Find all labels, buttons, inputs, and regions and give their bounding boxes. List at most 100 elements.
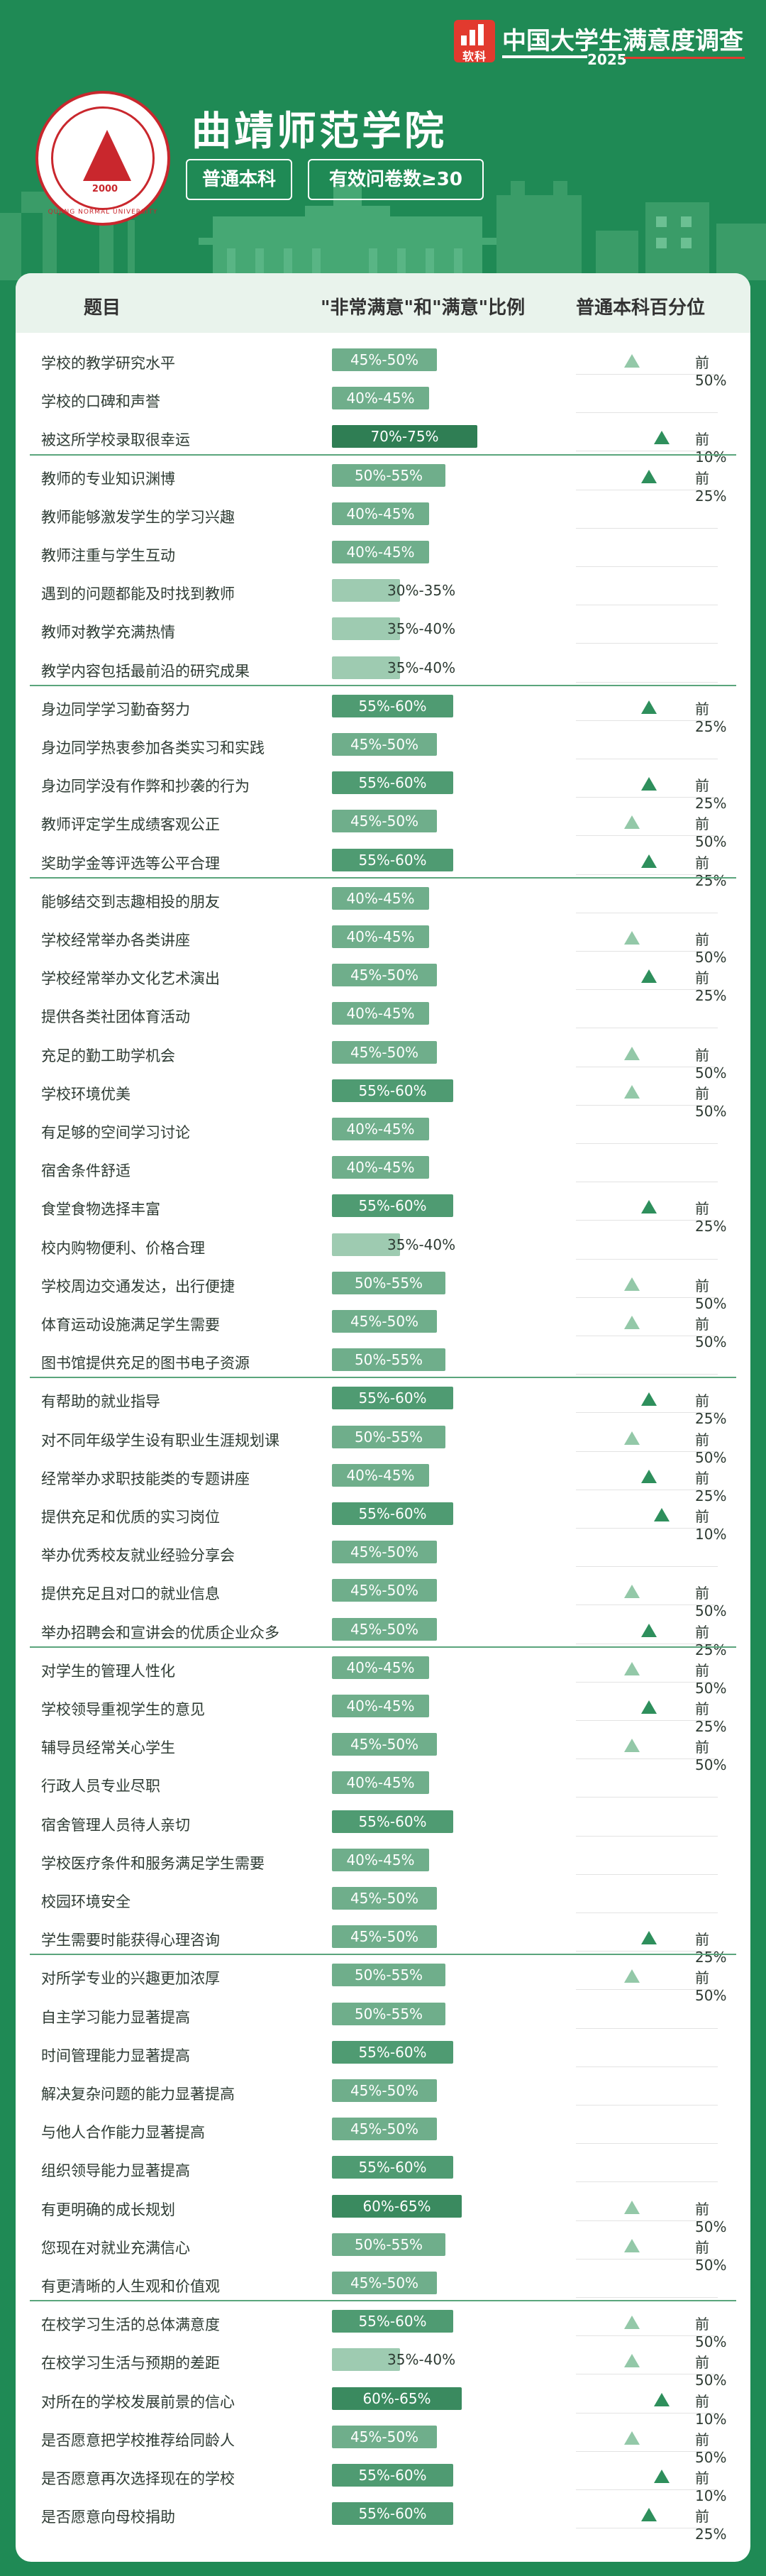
ratio-bar: 40%-45% — [332, 1156, 429, 1179]
ratio-bar: 55%-60% — [332, 2156, 453, 2179]
table-row: 对所学专业的兴趣更加浓厚 50%-55% 前50% — [16, 1956, 750, 2004]
question-text: 学校经常举办文化艺术演出 — [41, 970, 220, 988]
survey-title: 中国大学生满意度调查 — [502, 27, 743, 55]
ratio-bar: 55%-60% — [332, 2464, 453, 2487]
percentile-label: 前50% — [695, 1084, 727, 1120]
ratio-bar: 50%-55% — [332, 1348, 445, 1372]
question-text: 有更明确的成长规划 — [41, 2201, 175, 2218]
table-row: 教师能够激发学生的学习兴趣 40%-45% — [16, 495, 750, 534]
emblem-mountain-icon — [83, 130, 131, 181]
percentile-track — [576, 2027, 718, 2029]
percentile-cell — [576, 1996, 725, 2034]
percentile-cell: 前10% — [576, 418, 726, 466]
table-row: 对不同年级学生设有职业生涯规划课 50%-55% 前50% — [16, 1419, 750, 1466]
table-row: 提供各类社团体育活动 40%-45% — [16, 995, 750, 1033]
question-text: 校园环境安全 — [41, 1893, 131, 1910]
table-row: 对所在的学校发展前景的信心 60%-65% 前10% — [16, 2380, 750, 2428]
table-row: 时间管理能力显著提高 55%-60% — [16, 2034, 750, 2072]
percentile-cell — [576, 1534, 725, 1572]
question-text: 宿舍条件舒适 — [41, 1162, 131, 1180]
ratio-bar: 45%-50% — [332, 348, 437, 371]
title-rule — [502, 55, 587, 58]
ratio-bar: 40%-45% — [332, 387, 429, 410]
question-text: 是否愿意再次选择现在的学校 — [41, 2470, 235, 2487]
percentile-cell: 前50% — [576, 341, 726, 389]
percentile-track — [576, 1143, 718, 1144]
percentile-cell: 前25% — [576, 1688, 726, 1735]
percentile-cell — [576, 572, 725, 610]
ratio-bar: 45%-50% — [332, 733, 437, 756]
percentile-track — [576, 1758, 718, 1760]
table-row: 教师注重与学生互动 40%-45% — [16, 534, 750, 572]
question-text: 学生需要时能获得心理咨询 — [41, 1932, 220, 1949]
ratio-bar: 45%-50% — [332, 964, 437, 987]
question-text: 经常举办求职技能类的专题讲座 — [41, 1470, 250, 1487]
percentile-track — [576, 835, 718, 837]
ratio-bar: 45%-50% — [332, 1541, 437, 1564]
ratio-bar: 45%-50% — [332, 1733, 437, 1756]
ratio-bar: 30%-35% — [332, 579, 455, 602]
ratio-bar: 45%-50% — [332, 1040, 437, 1064]
percentile-track — [576, 1951, 718, 1952]
ratio-bar: 45%-50% — [332, 2079, 437, 2102]
table-row: 教师评定学生成绩客观公正 45%-50% 前50% — [16, 803, 750, 850]
percentile-triangle-icon — [624, 1969, 640, 1983]
percentile-cell — [576, 1111, 725, 1149]
table-row: 自主学习能力显著提高 50%-55% — [16, 1996, 750, 2034]
percentile-track — [576, 2181, 718, 2183]
percentile-cell: 前25% — [576, 764, 726, 812]
percentile-triangle-icon — [654, 431, 670, 445]
satisfaction-table: 题目 "非常满意"和"满意"比例 普通本科百分位 学校的教学研究水平 45%-50… — [16, 273, 750, 2562]
school-name: 曲靖师范学院 — [192, 109, 447, 155]
percentile-track — [576, 2105, 718, 2106]
percentile-triangle-icon — [641, 1931, 657, 1945]
percentile-triangle-icon — [624, 1739, 640, 1753]
percentile-cell — [576, 1226, 725, 1265]
ratio-bar: 40%-45% — [332, 1656, 429, 1679]
question-text: 对所在的学校发展前景的信心 — [41, 2393, 235, 2411]
question-text: 学校环境优美 — [41, 1085, 131, 1103]
ratio-bar: 35%-40% — [332, 2348, 455, 2372]
question-text: 对所学专业的兴趣更加浓厚 — [41, 1970, 220, 1988]
table-row: 校园环境安全 45%-50% — [16, 1880, 750, 1918]
ratio-bar: 50%-55% — [332, 463, 445, 487]
table-row: 辅导员经常关心学生 45%-50% 前50% — [16, 1726, 750, 1773]
percentile-label: 前50% — [695, 815, 727, 851]
question-text: 身边同学没有作弊和抄袭的行为 — [41, 778, 250, 796]
percentile-triangle-icon — [641, 1469, 657, 1483]
percentile-cell: 前25% — [576, 1611, 726, 1658]
emblem-inner-ring: 2000 — [51, 106, 155, 210]
percentile-track — [576, 643, 718, 644]
ratio-bar: 55%-60% — [332, 1079, 453, 1102]
ratio-bar: 60%-65% — [332, 2194, 462, 2218]
percentile-cell — [576, 1803, 725, 1842]
percentile-track — [576, 527, 718, 529]
table-row: 图书馆提供充足的图书电子资源 50%-55% — [16, 1341, 750, 1380]
percentile-triangle-icon — [624, 2200, 640, 2214]
percentile-track — [576, 2450, 718, 2452]
percentile-cell: 前50% — [576, 1265, 726, 1312]
percentile-label: 前25% — [695, 700, 727, 735]
question-text: 教师的专业知识渊博 — [41, 470, 175, 488]
table-header: 题目 "非常满意"和"满意"比例 普通本科百分位 — [16, 273, 750, 333]
percentile-label: 前50% — [695, 1046, 727, 1081]
group-divider — [30, 2300, 736, 2302]
percentile-track — [576, 2143, 718, 2145]
table-row: 学校经常举办文化艺术演出 45%-50% 前25% — [16, 957, 750, 1004]
percentile-label: 前25% — [695, 1200, 727, 1235]
ratio-bar: 55%-60% — [332, 694, 453, 717]
page-header: 软科 中国大学生满意度调查 2025 2000 QUJING NORMAL UN… — [0, 0, 766, 280]
ratio-bar: 60%-65% — [332, 2387, 462, 2410]
percentile-cell — [576, 1341, 725, 1380]
ratio-bar: 40%-45% — [332, 541, 429, 563]
question-text: 图书馆提供充足的图书电子资源 — [41, 1355, 250, 1372]
percentile-cell: 前50% — [576, 1726, 726, 1773]
table-row: 行政人员专业尽职 40%-45% — [16, 1764, 750, 1802]
percentile-label: 前50% — [695, 1661, 727, 1697]
percentile-label: 前25% — [695, 777, 727, 813]
group-divider — [30, 684, 736, 686]
percentile-cell: 前50% — [576, 918, 726, 966]
bar-chart-icon — [461, 24, 488, 45]
question-text: 解决复杂问题的能力显著提高 — [41, 2086, 235, 2103]
question-text: 提供各类社团体育活动 — [41, 1008, 190, 1026]
